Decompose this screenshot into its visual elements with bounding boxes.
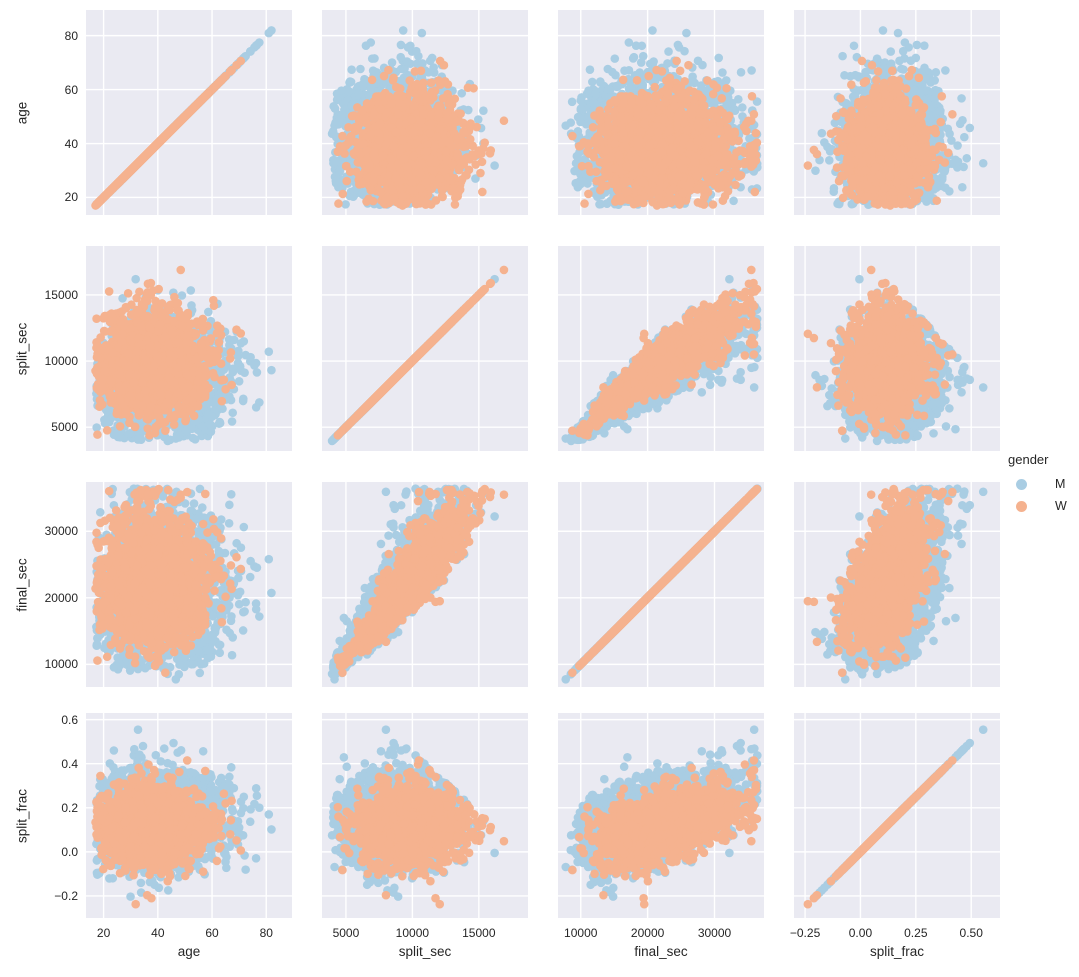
- scatter-panel-age-vs-final_sec: [86, 482, 292, 687]
- y-tick-label: 5000: [51, 420, 78, 435]
- x-tick-label: −0.25: [789, 926, 821, 940]
- scatter-panel-age-vs-split_frac: [86, 713, 292, 918]
- y-tick-label: 20000: [44, 590, 78, 605]
- scatter-panel-age-vs-age: [86, 10, 292, 215]
- y-tick-label: 30000: [44, 524, 78, 539]
- y-tick-label: 15000: [44, 287, 78, 302]
- x-tick-label: 30000: [697, 926, 732, 940]
- legend: gender M W: [1008, 452, 1067, 517]
- y-axis-label-final_sec: final_sec: [14, 557, 30, 612]
- x-axis-label-final_sec: final_sec: [634, 944, 688, 959]
- scatter-panel-split_sec-vs-split_frac: [322, 713, 528, 918]
- y-axis-label-split_sec: split_sec: [14, 322, 30, 375]
- scatter-panel-split_frac-vs-split_frac: [794, 713, 1000, 918]
- legend-entry-w: W: [1008, 495, 1067, 517]
- scatter-panel-final_sec-vs-split_sec: [558, 246, 764, 451]
- x-tick-label: 60: [205, 926, 219, 940]
- x-tick-label: 15000: [462, 926, 496, 940]
- scatter-panel-age-vs-split_sec: [86, 246, 292, 451]
- legend-marker-m-icon: [1016, 478, 1027, 490]
- scatter-panel-final_sec-vs-split_frac: [558, 713, 764, 918]
- x-tick-label: 0.25: [904, 926, 928, 940]
- y-tick-label: 0.0: [61, 844, 78, 859]
- y-tick-label: 10000: [44, 354, 78, 369]
- y-axis-label-split_frac: split_frac: [14, 788, 30, 843]
- legend-title: gender: [1008, 452, 1049, 467]
- x-tick-label: 10000: [395, 926, 430, 940]
- y-tick-label: 60: [64, 82, 78, 97]
- legend-label-w: W: [1055, 499, 1067, 513]
- x-tick-label: 20: [96, 926, 111, 940]
- y-axis-label-age: age: [14, 101, 30, 124]
- y-tick-label: 40: [64, 136, 78, 151]
- scatter-panel-split_sec-vs-final_sec: [322, 482, 528, 687]
- x-axis-label-split_sec: split_sec: [398, 944, 452, 959]
- x-axis-label-age: age: [177, 944, 201, 959]
- x-tick-label: 0.00: [848, 926, 873, 940]
- y-tick-label: 20: [64, 190, 78, 205]
- y-tick-label: −0.2: [54, 888, 78, 903]
- scatter-panel-split_frac-vs-final_sec: [794, 482, 1000, 687]
- legend-entry-m: M: [1008, 473, 1067, 495]
- scatter-panel-final_sec-vs-age: [558, 10, 764, 215]
- x-tick-label: 10000: [564, 926, 598, 940]
- x-tick-label: 20000: [630, 926, 665, 940]
- scatter-panel-split_frac-vs-age: [794, 10, 1000, 215]
- x-tick-label: 40: [151, 926, 165, 940]
- scatter-panel-split_sec-vs-age: [322, 10, 528, 215]
- legend-label-m: M: [1055, 477, 1066, 491]
- x-tick-label: 0.50: [959, 926, 983, 940]
- y-tick-label: 0.2: [61, 800, 78, 815]
- legend-marker-w-icon: [1016, 500, 1027, 512]
- y-tick-label: 10000: [44, 657, 78, 672]
- y-tick-label: 0.4: [61, 756, 78, 771]
- x-axis-label-split_frac: split_frac: [869, 944, 925, 959]
- y-tick-label: 0.6: [61, 712, 78, 727]
- y-tick-label: 80: [64, 28, 78, 43]
- x-tick-label: 5000: [332, 926, 360, 940]
- scatter-panel-final_sec-vs-final_sec: [558, 482, 764, 687]
- scatter-panel-split_sec-vs-split_sec: [322, 246, 528, 451]
- x-tick-label: 80: [259, 926, 273, 940]
- scatter-panel-split_frac-vs-split_sec: [794, 246, 1000, 451]
